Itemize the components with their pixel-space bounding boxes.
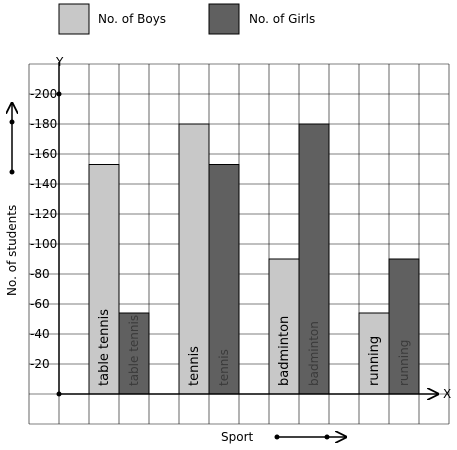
y-axis-letter: Y [55,55,64,69]
bar-label: table tennis [127,315,141,386]
legend: No. of Boys No. of Girls [58,3,315,35]
y-axis-top-dot [56,91,62,97]
bar-label: tennis [187,346,202,386]
y-tick-label: -160 [30,147,57,161]
bar-girls [298,123,330,395]
y-tick-label: -200 [30,87,57,101]
bar-label: running [367,336,382,386]
y-tick-label: -20 [30,357,50,371]
bar-label: running [397,340,411,386]
bar-boys [268,258,300,395]
legend-label-girls: No. of Girls [249,12,315,26]
x-axis-title-arrow-dot-left [274,434,280,440]
axes: X Y [55,55,451,401]
x-axis-title-group: Sport [221,430,346,444]
legend-swatch-boys [58,3,90,35]
origin-dot [56,391,62,397]
y-tick-label: -100 [30,237,57,251]
y-axis-title: No. of students [5,205,19,296]
bar-boys [88,164,120,395]
bar-labels: table tennis table tennis tennis tennis badm… [97,309,411,386]
bars [88,123,420,395]
x-axis-title: Sport [221,430,254,444]
bar-girls [388,258,420,395]
y-axis-title-arrow-dot-low [9,169,15,175]
y-axis-title-group: No. of students [5,103,19,296]
bar-label: badminton [307,321,321,386]
y-tick-label: -80 [30,267,50,281]
legend-swatch-girls [208,3,240,35]
bar-label: tennis [217,349,231,386]
y-tick-label: -120 [30,207,57,221]
y-tick-labels: -20 -40 -60 -80 -100 -120 -140 -160 -180 -200 [30,87,57,371]
legend-label-boys: No. of Boys [98,12,166,26]
y-tick-label: -60 [30,297,50,311]
y-tick-label: -180 [30,117,57,131]
y-tick-label: -40 [30,327,50,341]
x-axis-letter: X [443,387,451,401]
x-axis-title-arrow-dot-right [324,434,330,440]
y-tick-label: -140 [30,177,57,191]
y-axis-title-arrow-dot-high [9,119,15,125]
bar-label: badminton [277,316,292,386]
bar-label: table tennis [97,309,112,386]
